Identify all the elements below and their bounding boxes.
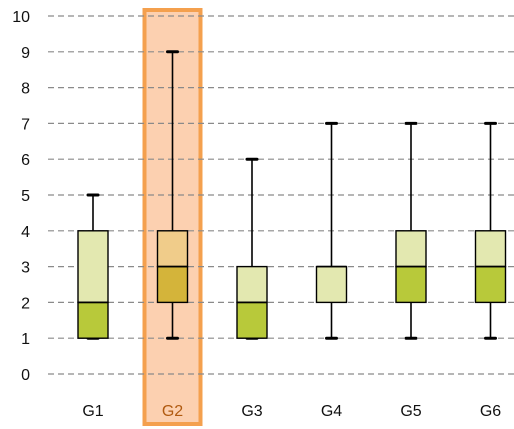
box-g1 <box>77 193 109 340</box>
x-category-label: G2 <box>162 403 183 420</box>
x-category-label: G5 <box>400 403 421 420</box>
y-tick-label: 0 <box>21 367 30 384</box>
y-tick-label: 8 <box>21 81 30 98</box>
upper-box <box>474 230 507 268</box>
y-tick-label: 9 <box>21 45 30 62</box>
box-g4 <box>315 121 348 340</box>
upper-box <box>77 230 109 304</box>
lower-box <box>236 301 268 339</box>
x-category-label: G6 <box>480 403 501 420</box>
y-tick-label: 2 <box>21 295 30 312</box>
y-tick-label: 4 <box>21 224 30 241</box>
box-g6 <box>474 121 507 340</box>
upper-box <box>395 230 427 268</box>
y-tick-label: 7 <box>21 116 30 133</box>
box-g3 <box>236 157 268 340</box>
y-tick-label: 5 <box>21 188 30 205</box>
x-category-label: G1 <box>82 403 103 420</box>
lower-box <box>395 265 427 304</box>
lower-box <box>156 265 189 304</box>
lower-box <box>315 265 348 304</box>
lower-box <box>474 265 507 304</box>
y-tick-label: 1 <box>21 331 30 348</box>
x-category-label: G3 <box>241 403 262 420</box>
box-g2 <box>156 50 189 340</box>
y-tick-label: 6 <box>21 152 30 169</box>
x-category-label: G4 <box>321 403 342 420</box>
upper-box <box>236 265 268 304</box>
box-g5 <box>395 121 427 340</box>
lower-box <box>77 301 109 339</box>
upper-box <box>156 230 189 268</box>
y-tick-label: 10 <box>12 9 30 26</box>
y-tick-label: 3 <box>21 260 30 277</box>
